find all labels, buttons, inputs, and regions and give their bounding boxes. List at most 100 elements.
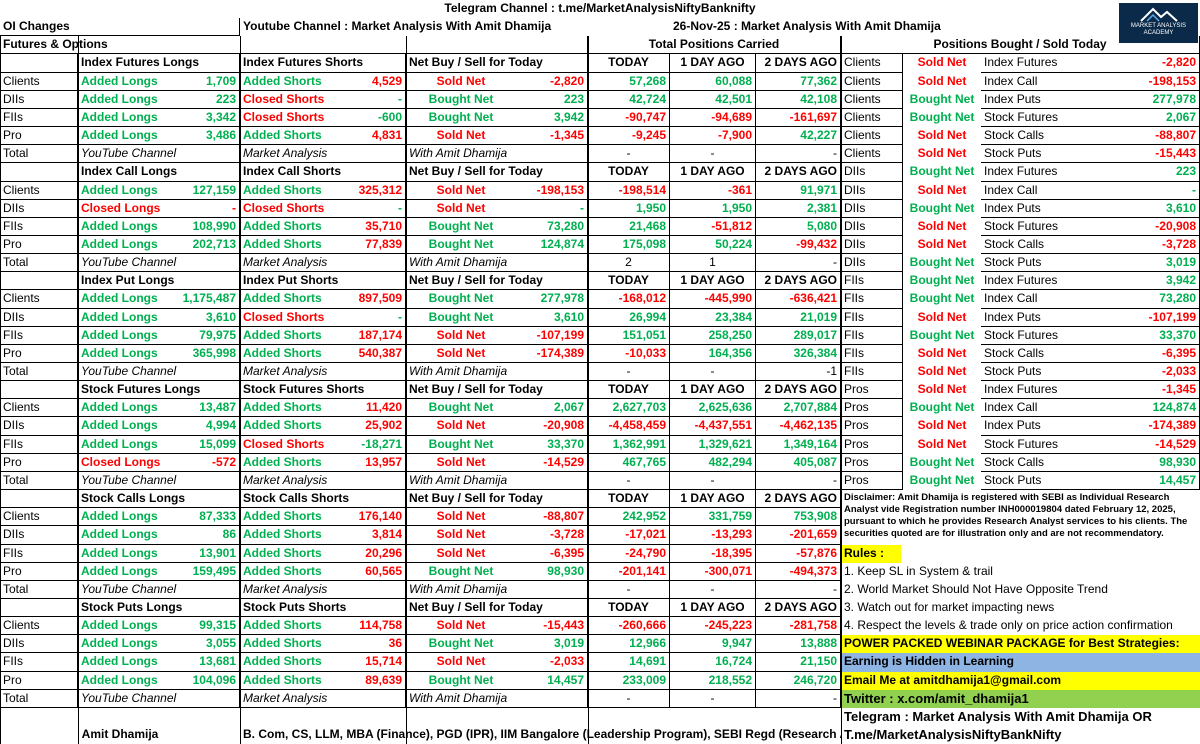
- two-days-ago-position: -4,462,135: [756, 417, 841, 436]
- net-value: -6,395: [406, 545, 588, 563]
- shorts-value: 89,639: [240, 672, 406, 690]
- two-days-ago-header: 2 DAYS AGO: [756, 599, 841, 617]
- summary-instrument: Stock Futures: [984, 437, 1059, 451]
- two-days-ago-position: 42,108: [756, 91, 841, 109]
- total-market-analysis: Market Analysis: [240, 254, 406, 272]
- summary-value: -6,395: [981, 345, 1200, 363]
- net-value: 73,280: [406, 218, 588, 236]
- total-today: -: [588, 690, 670, 708]
- shorts-action: Added Shorts: [243, 673, 322, 687]
- summary-action: Sold Net: [917, 346, 967, 360]
- longs-action: Added Longs: [81, 346, 158, 360]
- net-value: -20,908: [406, 417, 588, 436]
- net-action: Bought Net: [428, 291, 494, 305]
- net-action: Sold Net: [436, 527, 486, 541]
- net-header: Net Buy / Sell for Today: [406, 54, 588, 73]
- shorts-header: Stock Futures Shorts: [240, 381, 406, 399]
- summary-instrument: Index Call: [984, 74, 1038, 88]
- summary-value: -2,033: [981, 363, 1200, 381]
- longs-action: Added Longs: [81, 564, 158, 578]
- one-day-ago-position: 1,950: [670, 200, 756, 218]
- shorts-value: 36: [240, 635, 406, 653]
- participant-label: FIIs: [0, 218, 78, 236]
- today-position: -4,458,459: [588, 417, 670, 436]
- summary-value: -107,199: [981, 309, 1200, 327]
- net-action: Sold Net: [436, 128, 486, 142]
- shorts-header: Index Call Shorts: [240, 163, 406, 182]
- email-banner: Email Me at amitdhamija1@gmail.com: [841, 672, 1200, 690]
- longs-action: Added Longs: [81, 618, 158, 632]
- two-days-ago-header: 2 DAYS AGO: [756, 381, 841, 399]
- summary-instrument: Stock Calls: [984, 128, 1045, 142]
- longs-action: Added Longs: [81, 673, 158, 687]
- summary-action: Bought Net: [909, 400, 975, 414]
- net-value: 124,874: [406, 236, 588, 254]
- rules-title: Rules :: [841, 545, 901, 563]
- longs-action: Added Longs: [81, 437, 158, 451]
- today-position: -90,747: [588, 109, 670, 127]
- summary-value: 2,067: [981, 109, 1200, 127]
- webinar-banner: POWER PACKED WEBINAR PACKAGE for Best St…: [841, 635, 1200, 653]
- net-action: Bought Net: [428, 310, 494, 324]
- summary-participant: DIIs: [841, 218, 903, 236]
- longs-action: Added Longs: [81, 183, 158, 197]
- futures-options-label: Futures & Options: [0, 36, 588, 54]
- shorts-action: Added Shorts: [243, 527, 322, 541]
- longs-header: Index Futures Longs: [78, 54, 240, 73]
- longs-action: Added Longs: [81, 546, 158, 560]
- two-days-ago-position: 2,707,884: [756, 399, 841, 417]
- one-day-ago-position: 16,724: [670, 653, 756, 672]
- total-youtube: YouTube Channel: [78, 363, 240, 381]
- total-two-days-ago: -1: [756, 363, 841, 381]
- participant-label: Clients: [0, 290, 78, 309]
- today-position: 151,051: [588, 327, 670, 345]
- net-action: Sold Net: [436, 346, 486, 360]
- shorts-value: 77,839: [240, 236, 406, 254]
- today-header: TODAY: [588, 599, 670, 617]
- longs-value: 127,159: [78, 182, 240, 200]
- shorts-action: Added Shorts: [243, 564, 322, 578]
- section-corner: [0, 381, 78, 399]
- summary-participant: Clients: [841, 109, 903, 127]
- total-youtube: YouTube Channel: [78, 145, 240, 163]
- summary-participant: Pros: [841, 472, 903, 490]
- today-position: 1,950: [588, 200, 670, 218]
- longs-value: 3,486: [78, 127, 240, 145]
- longs-value: 79,975: [78, 327, 240, 345]
- total-youtube: YouTube Channel: [78, 690, 240, 708]
- summary-value: 98,930: [981, 454, 1200, 472]
- longs-value: 104,096: [78, 672, 240, 690]
- grid-line: [240, 36, 241, 744]
- net-value: 3,610: [406, 309, 588, 327]
- one-day-ago-position: 482,294: [670, 454, 756, 472]
- summary-participant: FIIs: [841, 363, 903, 381]
- summary-participant: FIIs: [841, 327, 903, 345]
- participant-label: Pro: [0, 236, 78, 254]
- shorts-header: Index Futures Shorts: [240, 54, 406, 73]
- section-corner: [0, 163, 78, 182]
- two-days-ago-position: 13,888: [756, 635, 841, 653]
- participant-label: Clients: [0, 617, 78, 635]
- summary-value: 3,942: [981, 272, 1200, 290]
- grid-line: [841, 36, 842, 744]
- section-corner: [0, 599, 78, 617]
- logo-text-line1: MARKET ANALYSIS: [1130, 23, 1187, 29]
- summary-instrument: Index Futures: [984, 273, 1058, 287]
- participant-label: Pro: [0, 672, 78, 690]
- grid-line: [0, 36, 1, 744]
- summary-instrument: Index Puts: [984, 92, 1041, 106]
- two-days-ago-position: -636,421: [756, 290, 841, 309]
- one-day-ago-position: 9,947: [670, 635, 756, 653]
- net-value: -15,443: [406, 617, 588, 635]
- grid-line: [588, 36, 589, 744]
- total-amit-dhamija: With Amit Dhamija: [406, 690, 588, 708]
- one-day-ago-position: 60,088: [670, 73, 756, 91]
- longs-action: Added Longs: [81, 418, 158, 432]
- summary-participant: Clients: [841, 91, 903, 109]
- total-today: -: [588, 472, 670, 490]
- one-day-ago-position: -13,293: [670, 526, 756, 545]
- summary-instrument: Index Puts: [984, 310, 1041, 324]
- longs-action: Added Longs: [81, 110, 158, 124]
- net-value: -174,389: [406, 345, 588, 363]
